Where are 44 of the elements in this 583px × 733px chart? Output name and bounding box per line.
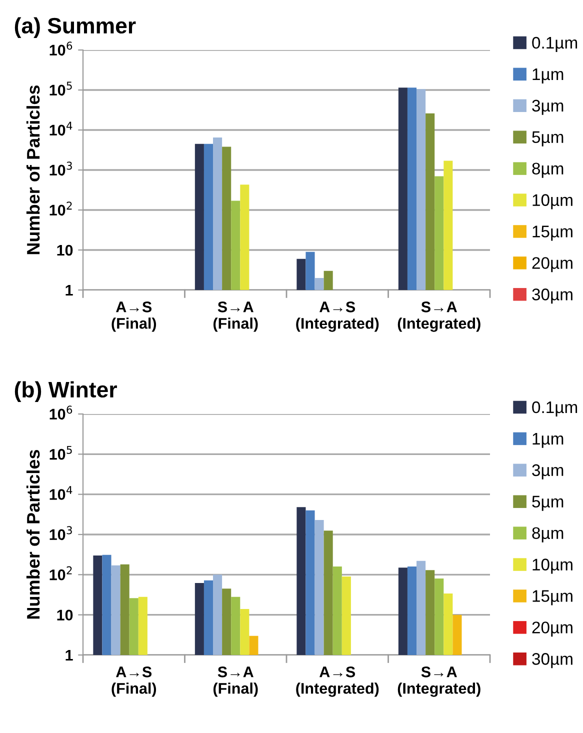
legend-label: 30µm: [532, 653, 572, 668]
legend-label: 8µm: [532, 162, 564, 178]
x-tick-label: S→A (Integrated): [398, 302, 480, 332]
y-tick-label: 10$^{2}$: [50, 566, 72, 580]
legend-label: 10µm: [532, 558, 572, 574]
legend-label: 1µm: [532, 68, 564, 84]
y-tick-label: 10$^{5}$: [50, 82, 72, 96]
y-axis-title: Number of Particles: [26, 85, 40, 254]
legend-label: 30µm: [532, 288, 572, 304]
y-tick-label: 10$^{2}$: [50, 202, 72, 216]
legend-label: 5µm: [532, 496, 564, 511]
y-tick-label: 10$^{3}$: [50, 162, 72, 176]
y-tick-label: 10$^{6}$: [50, 42, 72, 56]
y-tick-label: 10: [57, 244, 73, 256]
y-tick-label: 1: [66, 650, 73, 661]
y-tick-label: 10$^{5}$: [50, 446, 72, 460]
legend-label: 0.1µm: [532, 36, 578, 52]
y-axis-title: Number of Particles: [26, 450, 40, 619]
y-tick-label: 10$^{4}$: [50, 122, 72, 136]
legend-label: 3µm: [532, 464, 564, 480]
x-tick-label: A→S (Integrated): [296, 666, 379, 697]
y-tick-label: 10$^{4}$: [50, 486, 72, 500]
legend-label: 0.1µm: [532, 401, 578, 416]
legend-label: 8µm: [532, 527, 564, 542]
legend-label: 5µm: [532, 131, 564, 146]
y-tick-label: 10$^{3}$: [50, 526, 72, 540]
legend-label: 3µm: [532, 100, 564, 115]
x-tick-label: S→A (Integrated): [398, 666, 480, 697]
legend-label: 1µm: [532, 433, 564, 448]
legend-label: 15µm: [532, 226, 572, 241]
x-tick-label: A→S (Integrated): [296, 302, 379, 332]
legend-label: 20µm: [532, 257, 572, 272]
x-tick-label: S→A (Final): [213, 302, 258, 332]
legend-label: 10µm: [532, 194, 572, 210]
x-tick-label: S→A (Final): [213, 666, 258, 697]
legend-label: 20µm: [532, 622, 572, 637]
y-tick-label: 1: [66, 285, 73, 296]
y-tick-label: 10: [57, 610, 73, 621]
legend-label: 15µm: [532, 590, 572, 606]
x-tick-label: A→S (Final): [112, 666, 156, 697]
chart-title: (b) Winter: [14, 381, 117, 402]
chart-title: (a) Summer: [14, 17, 136, 38]
x-tick-label: A→S (Final): [112, 302, 156, 332]
y-tick-label: 10$^{6}$: [50, 406, 72, 420]
